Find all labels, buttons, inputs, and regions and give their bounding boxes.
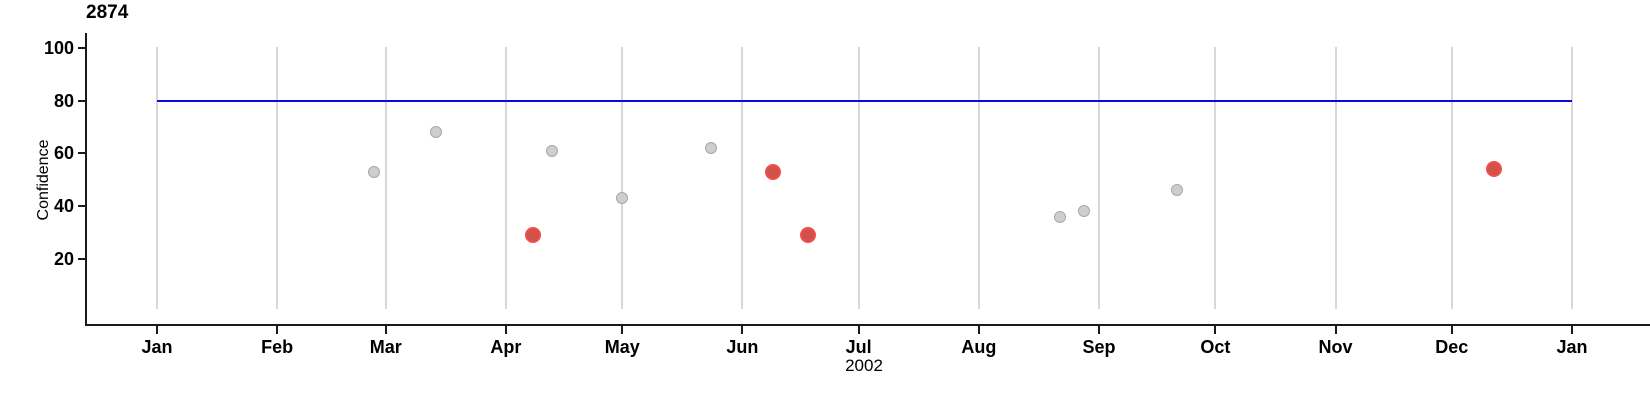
x-tick-label: Mar <box>369 337 402 357</box>
v-gridline <box>1334 47 1337 309</box>
x-tick-label: Oct <box>1200 337 1231 357</box>
data-point-normal <box>546 144 559 157</box>
y-axis-line <box>85 33 87 326</box>
v-gridline <box>1571 47 1573 309</box>
reference-line <box>157 99 1572 102</box>
v-gridline <box>504 47 507 309</box>
data-point-highlighted <box>765 163 782 180</box>
v-gridline <box>1450 47 1453 309</box>
data-point-highlighted <box>525 226 542 243</box>
x-tick-label: Dec <box>1435 337 1469 357</box>
y-tick-label: 80 <box>53 90 74 111</box>
x-tick <box>857 326 860 334</box>
x-tick-label: Jun <box>726 337 759 357</box>
data-point-highlighted <box>800 226 817 243</box>
x-tick-label: Jan <box>141 337 173 357</box>
data-point-highlighted <box>1486 161 1503 178</box>
y-tick-label: 20 <box>53 248 74 269</box>
x-tick <box>1334 326 1337 334</box>
x-tick-label: Apr <box>490 337 522 357</box>
y-tick <box>78 47 86 50</box>
v-gridline <box>741 47 744 309</box>
x-tick <box>276 326 279 334</box>
data-point-normal <box>616 192 629 205</box>
x-tick <box>1214 326 1217 334</box>
x-axis-year-label: 2002 <box>845 356 883 375</box>
chart-title: 2874 <box>86 2 129 23</box>
x-tick <box>504 326 507 334</box>
data-point-normal <box>1077 205 1090 218</box>
x-tick <box>156 326 158 334</box>
data-point-normal <box>1170 184 1183 197</box>
y-tick <box>78 99 86 102</box>
x-axis-line <box>85 324 1650 326</box>
x-tick-label: Aug <box>961 337 997 357</box>
v-gridline <box>1098 47 1101 309</box>
x-tick-label: Feb <box>261 337 294 357</box>
v-gridline <box>1214 47 1217 309</box>
x-tick <box>621 326 624 334</box>
y-tick <box>78 205 86 208</box>
v-gridline <box>977 47 980 309</box>
y-tick <box>78 257 86 260</box>
x-tick <box>1571 326 1573 334</box>
y-tick <box>78 152 86 155</box>
data-point-normal <box>1054 210 1067 223</box>
x-tick-label: Jul <box>845 337 872 357</box>
x-tick-label: May <box>604 337 640 357</box>
y-tick-label: 60 <box>53 143 74 164</box>
v-gridline <box>156 47 158 309</box>
x-tick <box>741 326 744 334</box>
v-gridline <box>384 47 387 309</box>
x-tick <box>384 326 387 334</box>
v-gridline <box>857 47 860 309</box>
x-tick <box>977 326 980 334</box>
y-tick-label: 40 <box>53 196 74 217</box>
x-tick-label: Nov <box>1318 337 1353 357</box>
v-gridline <box>621 47 624 309</box>
v-gridline <box>276 47 279 309</box>
data-point-normal <box>430 126 443 139</box>
x-tick-label: Jan <box>1556 337 1588 357</box>
x-tick-label: Sep <box>1082 337 1116 357</box>
y-tick-label: 100 <box>43 38 74 59</box>
x-tick <box>1098 326 1101 334</box>
data-point-normal <box>368 165 381 178</box>
data-point-normal <box>705 142 718 155</box>
x-tick <box>1450 326 1453 334</box>
